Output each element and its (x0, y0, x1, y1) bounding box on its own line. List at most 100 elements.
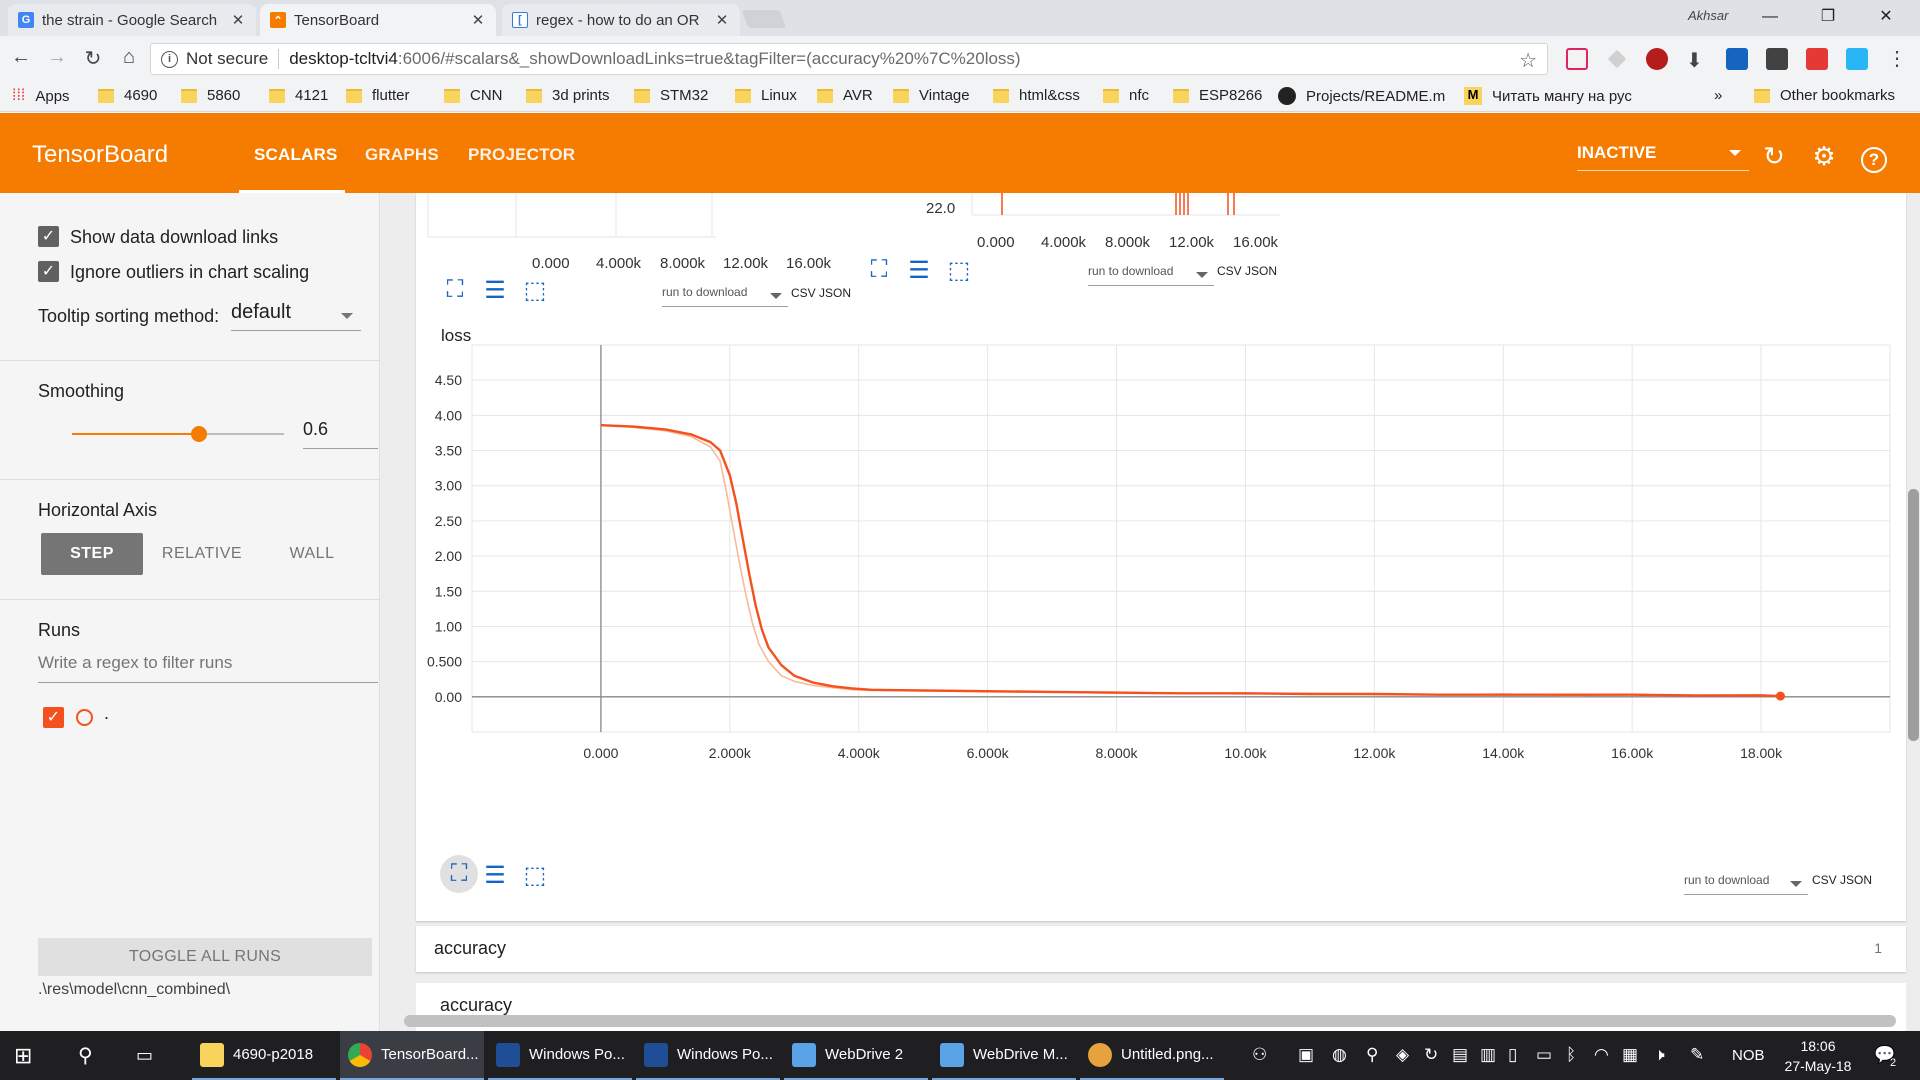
todo-extension-icon[interactable] (1806, 48, 1828, 70)
tab-scalars[interactable]: SCALARS (254, 145, 338, 164)
run-to-download-select[interactable]: run to download (1088, 264, 1214, 286)
pen-icon[interactable]: ✎ (1690, 1045, 1705, 1064)
bookmark-folder[interactable]: flutter (346, 87, 410, 104)
download-arrow-icon[interactable]: ⬇ (1686, 50, 1703, 72)
run-to-download-select[interactable]: run to download (1684, 873, 1808, 895)
bookmark-folder[interactable]: Linux (735, 87, 797, 104)
expand-chart-icon[interactable]: ⛶ (440, 855, 478, 893)
bookmark-star-icon[interactable]: ☆ (1519, 50, 1537, 72)
fit-domain-icon[interactable]: ⬚ (523, 862, 547, 889)
bookmark-folder[interactable]: ESP8266 (1173, 87, 1262, 104)
browser-tab-tensorboard[interactable]: ⌃ TensorBoard ✕ (260, 4, 496, 36)
close-tab-icon[interactable]: ✕ (471, 12, 485, 29)
home-icon[interactable]: ⌂ (122, 46, 136, 68)
ignore-outliers-checkbox[interactable]: ✓ (38, 261, 59, 282)
json-download-link[interactable]: JSON (1840, 873, 1873, 887)
search-icon[interactable]: ⚲ (78, 1045, 93, 1067)
tray-sync-icon[interactable]: ↻ (1424, 1045, 1439, 1064)
tray-search-icon[interactable]: ⚲ (1366, 1045, 1379, 1064)
info-icon[interactable]: i (161, 50, 178, 68)
expand-chart-icon[interactable]: ⛶ (446, 276, 464, 303)
new-tab-button[interactable] (741, 10, 787, 28)
task-view-icon[interactable]: ▭ (136, 1045, 154, 1065)
axis-step-button[interactable]: STEP (41, 533, 143, 575)
close-tab-icon[interactable]: ✕ (715, 12, 729, 29)
smoothing-input[interactable]: 0.6 (303, 419, 378, 449)
show-download-links-checkbox[interactable]: ✓ (38, 226, 59, 247)
vertical-scrollbar[interactable] (1908, 489, 1919, 741)
tray-app-icon[interactable]: ▥ (1480, 1045, 1497, 1064)
usb-icon[interactable]: ▯ (1508, 1045, 1518, 1064)
forward-icon[interactable]: → (47, 46, 67, 68)
bluetooth-icon[interactable]: ᛒ (1566, 1045, 1577, 1064)
start-windows-icon[interactable]: ⊞ (14, 1042, 33, 1068)
taskbar-powershell-2[interactable]: Windows Po... (636, 1031, 780, 1080)
close-tab-icon[interactable]: ✕ (231, 12, 245, 29)
runs-regex-filter-input[interactable]: Write a regex to filter runs (38, 653, 378, 683)
tab-graphs[interactable]: GRAPHS (365, 145, 439, 164)
taskbar-chrome[interactable]: TensorBoard... (340, 1031, 484, 1080)
slider-knob[interactable] (191, 426, 208, 442)
action-center-icon[interactable]: 💬 (1874, 1045, 1896, 1064)
json-download-link[interactable]: JSON (1245, 264, 1278, 278)
smoothing-slider[interactable] (72, 426, 284, 442)
save-extension-icon[interactable] (1766, 48, 1788, 70)
tray-app-icon[interactable]: ▤ (1452, 1045, 1469, 1064)
run-color-swatch[interactable] (76, 709, 93, 726)
bookmark-folder[interactable]: AVR (817, 87, 873, 104)
help-icon[interactable]: ? (1858, 141, 1890, 173)
csv-download-link[interactable]: CSV (1217, 264, 1242, 278)
log-scale-icon[interactable]: ☰ (484, 862, 506, 889)
csv-download-link[interactable]: CSV (791, 286, 816, 300)
settings-gear-icon[interactable]: ⚙ (1812, 141, 1836, 171)
window-extension-icon[interactable] (1846, 48, 1868, 70)
browser-tab-google[interactable]: G the strain - Google Search ✕ (8, 4, 256, 36)
accuracy-category-header[interactable]: accuracy 1 (416, 926, 1906, 972)
taskbar-webdrive-manager[interactable]: WebDrive M... (932, 1031, 1076, 1080)
bookmark-manga[interactable]: M Читать мангу на рус (1464, 87, 1662, 105)
bookmark-folder[interactable]: nfc (1103, 87, 1149, 104)
taskbar-webdrive[interactable]: WebDrive 2 (784, 1031, 928, 1080)
tooltip-sorting-select[interactable]: default (231, 301, 361, 331)
bookmark-folder[interactable]: STM32 (634, 87, 708, 104)
expand-chart-icon[interactable]: ⛶ (870, 256, 888, 283)
clock[interactable]: 18:06 27-May-18 (1778, 1036, 1858, 1076)
json-download-link[interactable]: JSON (819, 286, 852, 300)
bookmark-other[interactable]: Other bookmarks (1754, 87, 1895, 104)
browser-tab-stackoverflow[interactable]: [ regex - how to do an OR ✕ (502, 4, 740, 36)
log-scale-icon[interactable]: ☰ (484, 277, 506, 304)
toggle-all-runs-button[interactable]: TOGGLE ALL RUNS (38, 938, 372, 976)
minimize-icon[interactable]: — (1762, 8, 1778, 25)
horizontal-scrollbar[interactable] (404, 1015, 1896, 1027)
security-label[interactable]: Not secure (186, 49, 280, 69)
ublock-extension-icon[interactable] (1646, 48, 1668, 70)
axis-relative-button[interactable]: RELATIVE (161, 545, 243, 562)
pocket-extension-icon[interactable] (1566, 48, 1588, 70)
address-bar[interactable]: i Not secure desktop-tcltvi4:6006/#scala… (150, 43, 1548, 75)
taskbar-explorer[interactable]: 4690-p2018 (192, 1031, 336, 1080)
bookmark-folder[interactable]: 5860 (181, 87, 240, 104)
taskbar-powershell-1[interactable]: Windows Po... (488, 1031, 632, 1080)
back-icon[interactable]: ← (11, 46, 31, 68)
chrome-menu-icon[interactable]: ⋮ (1887, 48, 1907, 70)
run-checkbox[interactable]: ✓ (43, 707, 64, 728)
input-language[interactable]: NOB (1732, 1047, 1765, 1064)
bookmarks-more[interactable]: » (1714, 87, 1723, 104)
calendar-extension-icon[interactable] (1726, 48, 1748, 70)
wifi-icon[interactable]: ◠ (1594, 1045, 1609, 1064)
taskbar-paint[interactable]: Untitled.png... (1080, 1031, 1224, 1080)
inactive-dashboards-dropdown[interactable]: INACTIVE (1577, 143, 1749, 171)
tab-projector[interactable]: PROJECTOR (468, 145, 576, 164)
bookmark-folder[interactable]: 4121 (269, 87, 328, 104)
network-icon[interactable]: ▦ (1622, 1045, 1639, 1064)
reload-icon[interactable]: ↻ (1763, 141, 1785, 171)
fit-domain-icon[interactable]: ⬚ (523, 277, 547, 304)
restore-icon[interactable]: ❐ (1820, 8, 1836, 25)
bookmark-folder[interactable]: 3d prints (526, 87, 610, 104)
run-to-download-select[interactable]: run to download (662, 285, 788, 307)
profile-name[interactable]: Akhsar (1688, 8, 1729, 23)
bookmark-github[interactable]: Projects/README.m (1278, 87, 1445, 105)
bookmark-folder[interactable]: 4690 (98, 87, 157, 104)
bookmark-folder[interactable]: html&css (993, 87, 1080, 104)
bookmark-apps[interactable]: ⁞⁞⁞ Apps (12, 87, 70, 105)
